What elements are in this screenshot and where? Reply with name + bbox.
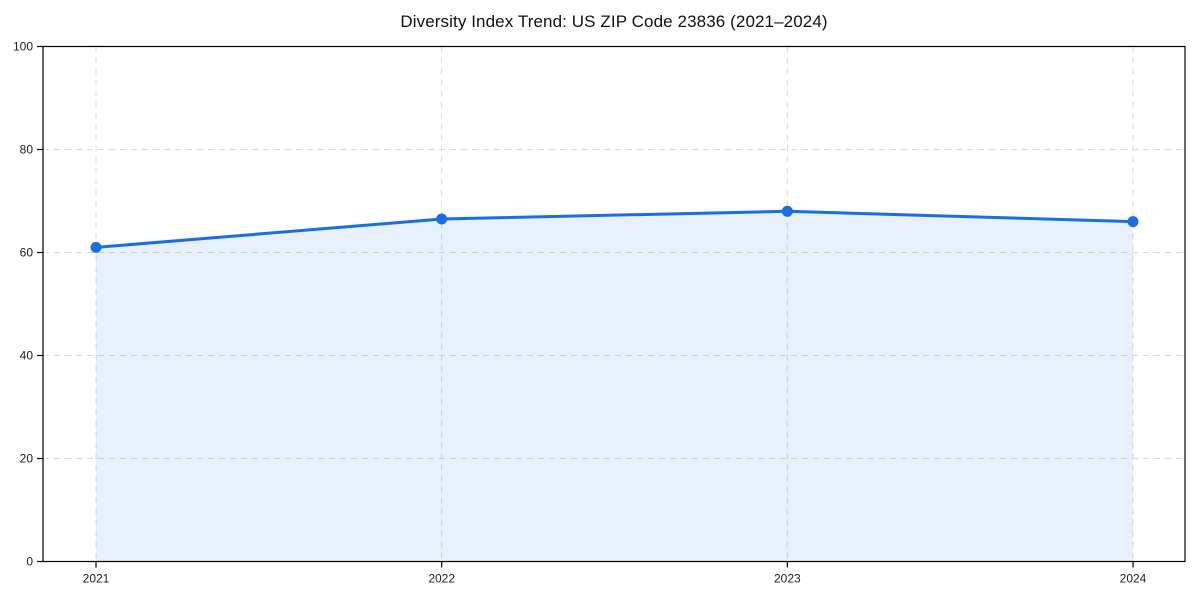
y-tick-label: 80 [20, 143, 34, 157]
y-tick-label: 60 [20, 246, 34, 260]
axis-ticks [37, 45, 1134, 568]
data-point-2022 [436, 213, 448, 225]
area-fill [96, 211, 1133, 562]
area-under-line [96, 211, 1133, 562]
trend-line [94, 209, 1135, 249]
y-tick-label: 100 [13, 40, 33, 54]
y-tick-label: 0 [26, 555, 33, 569]
data-point-2021 [90, 241, 102, 253]
x-tick-label: 2023 [774, 572, 801, 586]
y-tick-label: 40 [20, 349, 34, 363]
data-point-2023 [781, 205, 793, 217]
x-tick-label: 2021 [83, 572, 110, 586]
trend-polyline [94, 209, 1135, 249]
x-axis-labels: 2021 2022 2023 2024 [83, 572, 1147, 586]
axis-spines [42, 45, 1186, 563]
x-tick-label: 2022 [428, 572, 455, 586]
data-point-2024 [1127, 216, 1139, 228]
chart-title: Diversity Index Trend: US ZIP Code 23836… [400, 12, 828, 31]
y-tick-label: 20 [20, 452, 34, 466]
plot-border [42, 45, 1186, 563]
y-axis-labels: 0 20 40 60 80 100 [13, 40, 33, 569]
data-points [90, 205, 1139, 253]
gridlines [43, 46, 1185, 562]
x-tick-label: 2024 [1120, 572, 1147, 586]
